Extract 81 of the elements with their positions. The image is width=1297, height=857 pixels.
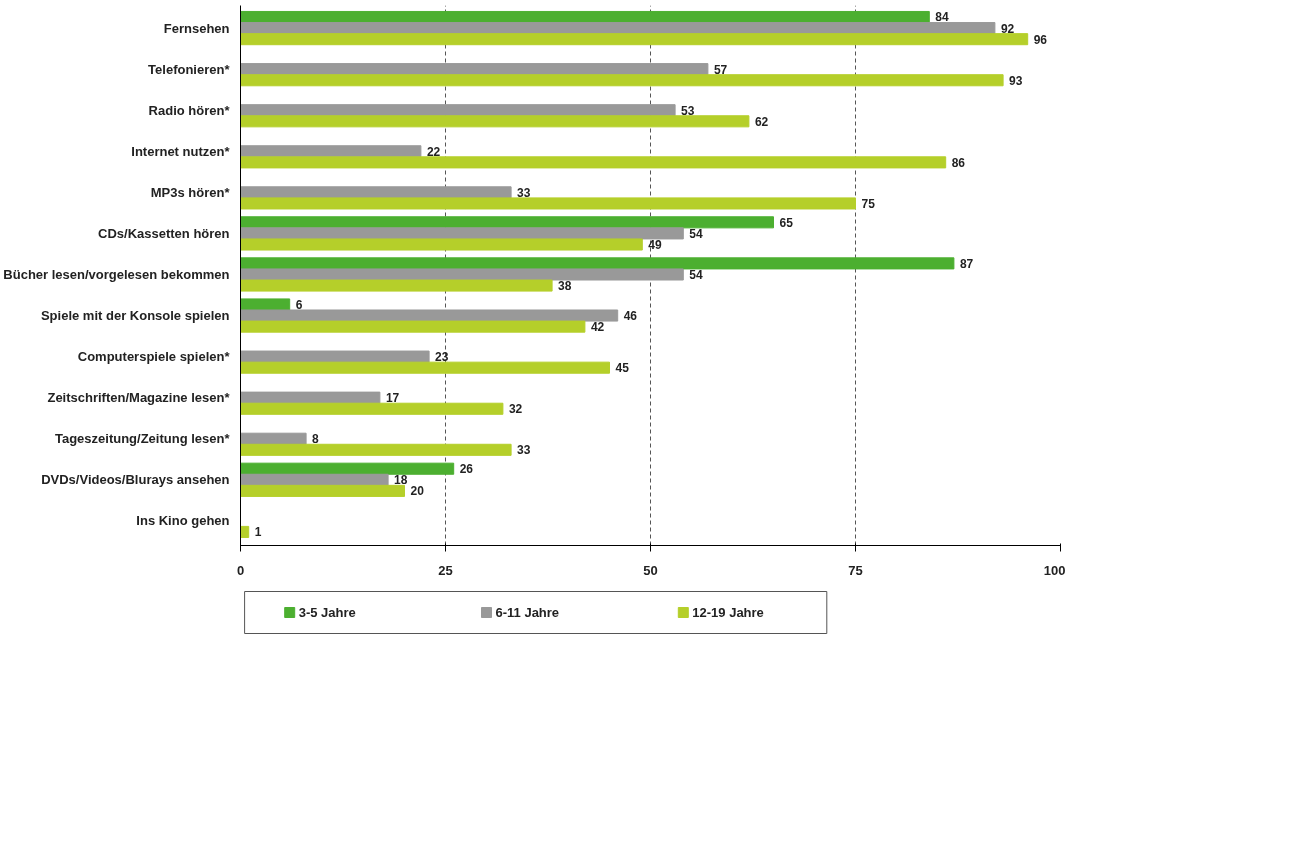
data-label: 8 — [312, 432, 320, 447]
bar — [240, 279, 553, 292]
data-label: 46 — [623, 309, 638, 324]
y-tick-label: Computerspiele spielen* — [77, 349, 231, 365]
bar — [240, 268, 684, 281]
legend-label: 6-11 Jahre — [495, 605, 560, 620]
y-tick-label: Tageszeitung/Zeitung lesen* — [54, 431, 231, 447]
bar — [240, 462, 455, 475]
data-label: 20 — [410, 484, 425, 499]
bar — [240, 115, 750, 128]
data-label: 33 — [517, 185, 531, 200]
y-tick-label: Fernsehen — [163, 20, 230, 36]
data-label: 17 — [385, 391, 400, 406]
bar — [240, 104, 676, 117]
y-tick-label: Zeitschriften/Magazine lesen* — [47, 390, 231, 406]
data-label: 26 — [459, 462, 474, 477]
y-tick-label: Internet nutzen* — [131, 143, 231, 159]
bar — [240, 186, 512, 199]
data-label: 93 — [1009, 73, 1023, 88]
bar — [240, 227, 684, 240]
data-label: 18 — [394, 473, 408, 488]
y-tick-label: DVDs/Videos/Blurays ansehen — [41, 472, 230, 488]
bar — [240, 432, 307, 445]
data-label: 57 — [713, 62, 728, 77]
data-label: 1 — [254, 525, 262, 540]
y-tick-label: CDs/Kassetten hören — [98, 225, 230, 241]
y-tick-label: Spiele mit der Konsole spielen — [40, 308, 230, 324]
data-label: 53 — [681, 103, 695, 118]
x-tick-label: 75 — [848, 562, 863, 578]
data-label: 38 — [558, 279, 572, 294]
data-label: 87 — [959, 256, 974, 271]
data-label: 92 — [1000, 21, 1015, 36]
x-tick-label: 100 — [1043, 562, 1066, 578]
y-tick-label: Bücher lesen/vorgelesen bekommen — [3, 266, 230, 282]
data-label: 54 — [689, 226, 703, 241]
data-label: 54 — [689, 267, 703, 282]
bar — [240, 257, 955, 270]
bar — [240, 74, 1004, 87]
y-tick-label: Radio hören* — [148, 102, 231, 118]
data-label: 65 — [779, 215, 794, 230]
x-tick-label: 50 — [643, 562, 658, 578]
data-label: 84 — [935, 10, 949, 25]
bar — [240, 309, 619, 322]
data-label: 32 — [508, 402, 523, 417]
data-label: 49 — [648, 238, 662, 252]
bar — [240, 156, 947, 169]
data-label: 45 — [615, 361, 630, 376]
bar — [240, 484, 405, 497]
bar — [240, 298, 291, 311]
x-tick-label: 0 — [236, 562, 245, 578]
data-label: 42 — [590, 320, 605, 335]
data-label: 22 — [426, 144, 441, 159]
bar — [240, 145, 422, 158]
bar — [240, 391, 381, 404]
bar — [240, 525, 250, 538]
bar — [240, 350, 430, 363]
x-tick-label: 25 — [438, 562, 453, 578]
data-label: 75 — [861, 196, 876, 211]
bar — [240, 197, 856, 210]
y-tick-label: MP3s hören* — [150, 184, 231, 200]
data-label: 6 — [295, 297, 303, 312]
bar — [240, 361, 610, 374]
data-label: 23 — [435, 350, 449, 365]
data-label: 86 — [951, 155, 966, 170]
bar — [240, 473, 389, 486]
bar — [240, 216, 774, 229]
bar — [240, 320, 586, 333]
bar — [240, 10, 930, 24]
data-label: 96 — [1033, 32, 1048, 47]
data-label: 33 — [517, 443, 531, 458]
bar — [240, 22, 996, 35]
bar — [240, 402, 504, 415]
data-label: 62 — [754, 114, 769, 129]
y-tick-label: Ins Kino gehen — [136, 513, 230, 529]
bar — [240, 63, 709, 76]
legend-label: 3-5 Jahre — [298, 605, 356, 620]
bar — [240, 443, 512, 456]
y-tick-label: Telefonieren* — [148, 61, 231, 77]
legend-label: 12-19 Jahre — [692, 605, 764, 620]
bar — [240, 238, 643, 251]
bar — [240, 33, 1029, 46]
